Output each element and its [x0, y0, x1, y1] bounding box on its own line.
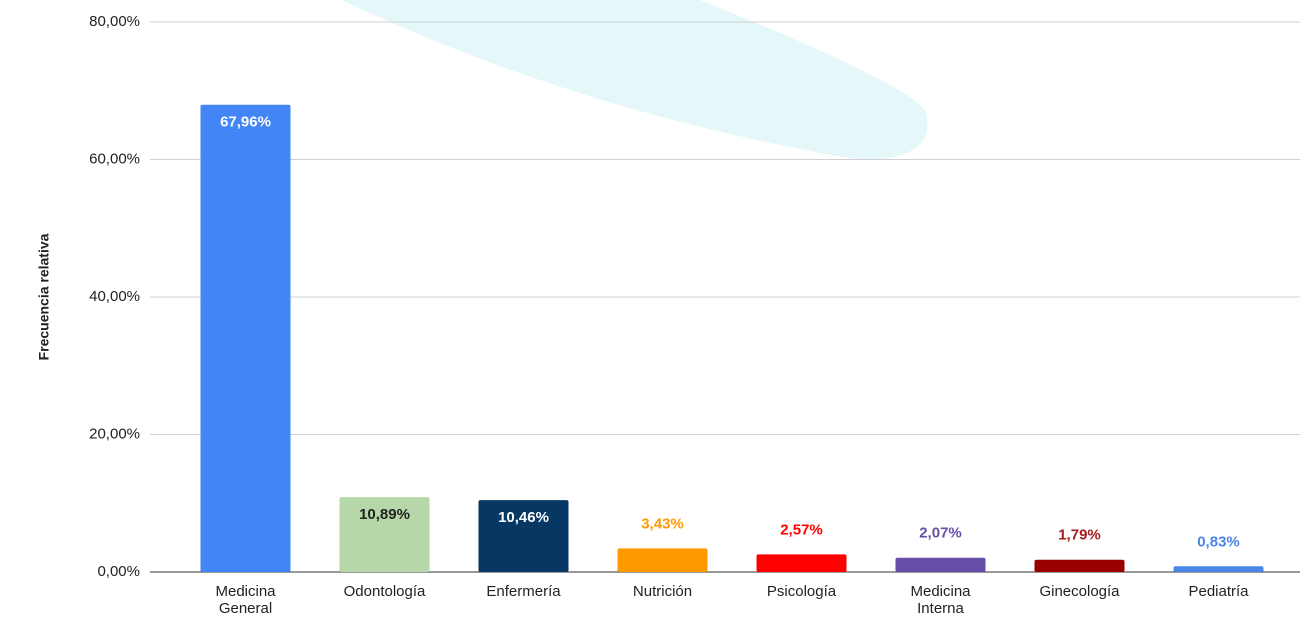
x-tick-label: Ginecología	[1039, 583, 1120, 600]
value-label: 0,83%	[1197, 533, 1240, 550]
value-label: 67,96%	[220, 114, 271, 131]
bar	[756, 554, 847, 572]
x-tick-label: Enfermería	[486, 583, 561, 600]
x-tick-label: Pediatría	[1188, 583, 1249, 600]
watermark	[341, 0, 928, 160]
value-label: 1,79%	[1058, 527, 1101, 544]
y-tick-label: 40,00%	[89, 288, 140, 305]
value-label: 2,57%	[780, 521, 823, 538]
x-tick-label: Medicina General	[215, 583, 276, 617]
y-tick-label: 0,00%	[97, 563, 140, 580]
y-tick-label: 20,00%	[89, 425, 140, 442]
x-tick-label: Medicina Interna	[910, 583, 971, 617]
x-tick-label: Psicología	[767, 583, 837, 600]
value-label: 3,43%	[641, 515, 684, 532]
y-tick-label: 60,00%	[89, 150, 140, 167]
value-label: 10,46%	[498, 509, 549, 526]
bar	[1034, 559, 1125, 572]
bar	[895, 557, 986, 572]
bar	[617, 548, 708, 572]
bar	[339, 497, 430, 572]
value-label: 2,07%	[919, 525, 962, 542]
bar	[200, 104, 291, 573]
y-tick-label: 80,00%	[89, 13, 140, 30]
bar	[478, 500, 569, 572]
y-axis-label: Frecuencia relativa	[36, 233, 52, 360]
value-label: 10,89%	[359, 506, 410, 523]
bar	[1173, 566, 1264, 572]
x-tick-label: Odontología	[344, 583, 426, 600]
x-tick-label: Nutrición	[633, 583, 692, 600]
